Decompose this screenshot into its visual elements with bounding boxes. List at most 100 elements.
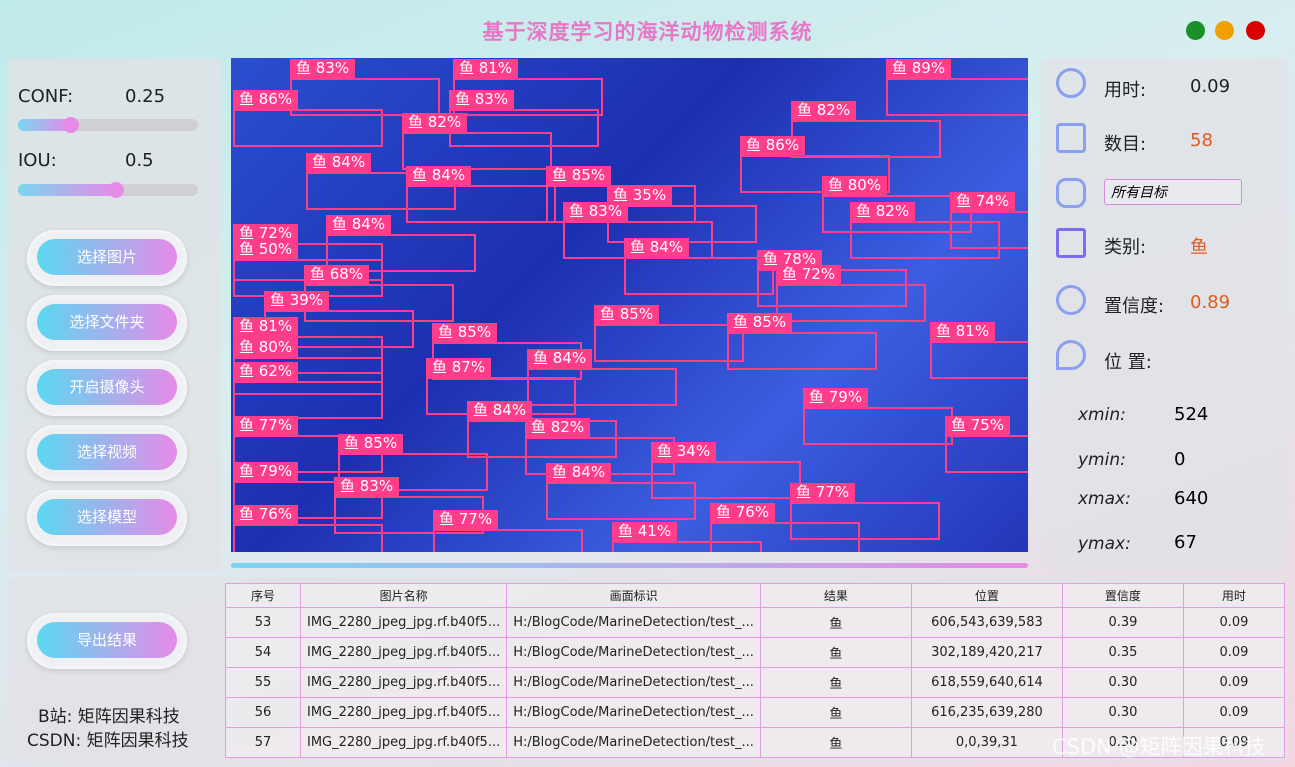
iou-slider[interactable] — [18, 182, 198, 198]
watermark: CSDN @矩阵因果科技 — [1052, 735, 1266, 759]
detection-label: 鱼 80% — [233, 338, 299, 357]
csdn-credit: CSDN: 矩阵因果科技 — [27, 731, 189, 751]
table-cell: 0.09 — [1182, 727, 1285, 758]
table-cell: 0.35 — [1061, 637, 1184, 668]
detection-image: 鱼 83% 鱼 81% 鱼 89% 鱼 86% 鱼 83% 鱼 82% 鱼 82% 鱼 86%… — [231, 58, 1028, 552]
table-header: 序号 图片名称 画面标识 结果 位置 置信度 用时 — [225, 583, 1285, 608]
xmin-value: 524 — [1174, 404, 1209, 425]
table-cell: IMG_2280_jpeg_jpg.rf.b40f5... — [299, 727, 508, 758]
detection-label: 鱼 84% — [546, 463, 612, 482]
conf-knob[interactable] — [63, 117, 79, 133]
table-cell: 606,543,639,583 — [910, 607, 1063, 638]
position-label: 位 置: — [1104, 352, 1152, 373]
column-header: 结果 — [759, 583, 912, 608]
table-cell: 鱼 — [759, 727, 912, 758]
detection-box — [402, 132, 552, 170]
table-cell: 302,189,420,217 — [910, 637, 1063, 668]
detection-box — [790, 502, 940, 540]
ymax-value: 67 — [1174, 532, 1197, 553]
detection-label: 鱼 78% — [757, 250, 823, 269]
time-icon — [1056, 68, 1086, 98]
detection-box — [433, 529, 583, 552]
target-icon — [1056, 178, 1086, 208]
app-title: 基于深度学习的海洋动物检测系统 — [482, 20, 813, 44]
close-button[interactable] — [1246, 21, 1265, 40]
detection-box — [306, 172, 456, 210]
table-cell: 0.09 — [1182, 667, 1285, 698]
camera-button[interactable]: 开启摄像头 — [27, 360, 187, 416]
detection-box — [950, 211, 1028, 249]
detection-label: 鱼 83% — [334, 477, 400, 496]
table-row[interactable]: 56 IMG_2280_jpeg_jpg.rf.b40f5... H:/BlogCo… — [225, 697, 1285, 728]
export-button[interactable]: 导出结果 — [27, 613, 187, 669]
conf-info-value: 0.89 — [1190, 292, 1231, 313]
select-model-button[interactable]: 选择模型 — [27, 490, 187, 546]
iou-knob[interactable] — [108, 182, 124, 198]
ymin-label: ymin: — [1078, 450, 1126, 470]
table-row[interactable]: 53 IMG_2280_jpeg_jpg.rf.b40f5... H:/BlogCo… — [225, 607, 1285, 638]
table-row[interactable]: 55 IMG_2280_jpeg_jpg.rf.b40f5... H:/BlogCo… — [225, 667, 1285, 698]
detection-label: 鱼 74% — [950, 192, 1016, 211]
maximize-button[interactable] — [1186, 21, 1205, 40]
count-value: 58 — [1190, 130, 1213, 151]
detection-label: 鱼 77% — [433, 510, 499, 529]
table-cell: 0.39 — [1061, 607, 1184, 638]
info-panel — [1041, 58, 1288, 570]
detection-label: 鱼 83% — [449, 90, 515, 109]
detection-label: 鱼 81% — [930, 322, 996, 341]
detection-label: 鱼 89% — [886, 59, 952, 78]
detection-label: 鱼 75% — [945, 416, 1011, 435]
detection-label: 鱼 72% — [776, 265, 842, 284]
table-cell: 鱼 — [759, 607, 912, 638]
table-cell: IMG_2280_jpeg_jpg.rf.b40f5... — [299, 697, 508, 728]
class-icon — [1056, 228, 1086, 258]
select-video-button[interactable]: 选择视频 — [27, 425, 187, 481]
detection-box — [326, 234, 476, 272]
table-cell: 0.09 — [1182, 607, 1285, 638]
column-header: 图片名称 — [299, 583, 508, 608]
detection-box — [624, 257, 774, 295]
detection-label: 鱼 82% — [850, 202, 916, 221]
detection-label: 鱼 85% — [594, 305, 660, 324]
ymax-label: ymax: — [1078, 534, 1131, 554]
table-cell: 0.30 — [1061, 667, 1184, 698]
conf-slider[interactable] — [18, 117, 198, 133]
position-icon — [1056, 340, 1086, 370]
detection-box — [612, 541, 762, 552]
detection-box — [727, 332, 877, 370]
detection-label: 鱼 35% — [607, 186, 673, 205]
class-value: 鱼 — [1190, 237, 1208, 258]
xmax-label: xmax: — [1078, 489, 1131, 509]
select-image-button[interactable]: 选择图片 — [27, 230, 187, 286]
table-cell: 53 — [225, 607, 301, 638]
column-header: 位置 — [910, 583, 1063, 608]
table-cell: 616,235,639,280 — [910, 697, 1063, 728]
count-icon — [1056, 123, 1086, 153]
iou-label: IOU: — [18, 150, 57, 171]
detection-box — [594, 324, 744, 362]
detection-box — [850, 221, 1000, 259]
detection-box — [406, 185, 556, 223]
progress-bar — [231, 563, 1028, 568]
detection-label: 鱼 68% — [304, 265, 370, 284]
iou-fill — [18, 184, 116, 196]
detection-label: 鱼 77% — [790, 483, 856, 502]
table-row[interactable]: 57 IMG_2280_jpeg_jpg.rf.b40f5... H:/BlogCo… — [225, 727, 1285, 758]
detection-box — [886, 78, 1028, 116]
detection-label: 鱼 87% — [426, 358, 492, 377]
detection-label: 鱼 82% — [525, 418, 591, 437]
select-folder-button[interactable]: 选择文件夹 — [27, 295, 187, 351]
detection-box — [776, 284, 926, 322]
target-select[interactable]: 所有目标 — [1104, 179, 1242, 205]
detection-label: 鱼 39% — [264, 291, 330, 310]
table-row[interactable]: 54 IMG_2280_jpeg_jpg.rf.b40f5... H:/BlogCo… — [225, 637, 1285, 668]
column-header: 序号 — [225, 583, 301, 608]
minimize-button[interactable] — [1215, 21, 1234, 40]
detection-label: 鱼 80% — [822, 176, 888, 195]
detection-label: 鱼 76% — [233, 505, 299, 524]
time-value: 0.09 — [1190, 76, 1231, 97]
table-cell: 0,0,39,31 — [910, 727, 1063, 758]
detection-label: 鱼 79% — [803, 388, 869, 407]
table-cell: 0.09 — [1182, 697, 1285, 728]
detection-box — [710, 522, 860, 552]
